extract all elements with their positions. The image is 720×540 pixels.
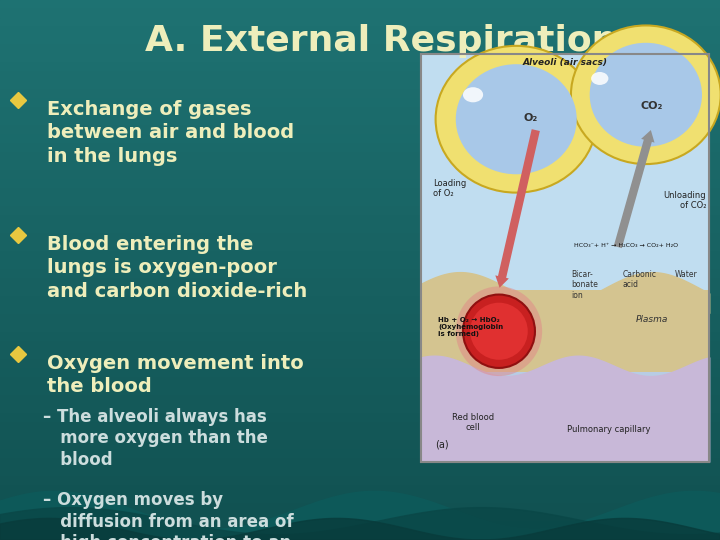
Bar [0,180,720,189]
Bar [0,477,720,486]
Bar [0,405,720,414]
Bar [0,45,720,54]
Bar [0,495,720,504]
Bar [0,198,720,207]
Bar [0,162,720,171]
Text: A. External Respiration: A. External Respiration [145,24,618,58]
FancyArrowPatch shape [613,130,654,248]
Bar [0,297,720,306]
Bar [0,531,720,540]
Bar [0,0,720,9]
Bar [0,504,720,513]
Bar [0,117,720,126]
Bar [0,441,720,450]
Circle shape [463,87,483,102]
Text: (a): (a) [436,440,449,449]
Bar [0,36,720,45]
Bar [0,234,720,243]
Bar [421,54,709,299]
Bar [0,135,720,144]
Bar [0,207,720,216]
Bar [0,63,720,72]
Text: Red blood
cell: Red blood cell [452,413,494,432]
Bar [0,108,720,117]
Bar [0,189,720,198]
Bar [0,342,720,351]
Bar [0,216,720,225]
Bar [0,324,720,333]
Bar [0,270,720,279]
Bar [0,144,720,153]
Bar [0,171,720,180]
Ellipse shape [456,286,542,376]
Bar [421,372,709,462]
Bar [0,306,720,315]
Bar [0,81,720,90]
Bar [0,279,720,288]
Bar [0,351,720,360]
Bar [0,99,720,108]
Text: Alveoli (air sacs): Alveoli (air sacs) [523,58,608,67]
Text: O₂: O₂ [523,113,538,123]
Bar [0,423,720,432]
Bar [0,18,720,27]
Bar [0,252,720,261]
Text: HCO₃⁻+ H⁺ → H₂CO₃ → CO₂+ H₂O: HCO₃⁻+ H⁺ → H₂CO₃ → CO₂+ H₂O [574,243,678,248]
Text: CO₂: CO₂ [640,101,663,111]
Bar [0,9,720,18]
Bar [0,261,720,270]
Bar [421,54,709,462]
Text: Plasma: Plasma [636,314,667,323]
Bar [0,27,720,36]
Bar [0,90,720,99]
Text: – The alveoli always has
   more oxygen than the
   blood: – The alveoli always has more oxygen tha… [43,408,268,469]
Ellipse shape [456,64,577,174]
Bar [0,522,720,531]
Text: Hb + O₂ → HbO₂
(Oxyhemoglobin
is formed): Hb + O₂ → HbO₂ (Oxyhemoglobin is formed) [438,317,503,337]
Text: – Oxygen moves by
   diffusion from an area of
   high concentration to an
   ar: – Oxygen moves by diffusion from an area… [43,491,301,540]
Text: Exchange of gases
between air and blood
in the lungs: Exchange of gases between air and blood … [47,100,294,166]
Text: Bicar-
bonate
ion: Bicar- bonate ion [571,270,598,300]
Bar [421,291,709,462]
Bar [0,450,720,459]
Bar [0,396,720,405]
Bar [421,54,709,462]
Bar [0,54,720,63]
Ellipse shape [436,46,597,193]
Bar [0,288,720,297]
FancyArrowPatch shape [495,129,540,288]
Text: Pulmonary capillary: Pulmonary capillary [567,425,650,434]
Bar [0,387,720,396]
Bar [0,378,720,387]
Bar [0,153,720,162]
Text: Oxygen movement into
the blood: Oxygen movement into the blood [47,354,304,396]
Bar [0,315,720,324]
Bar [0,459,720,468]
Bar [0,225,720,234]
Ellipse shape [463,294,535,368]
Bar [0,72,720,81]
Bar [0,333,720,342]
Ellipse shape [590,43,702,147]
Text: Carbonic
acid: Carbonic acid [623,270,657,289]
Bar [0,243,720,252]
Text: Unloading
of CO₂: Unloading of CO₂ [664,191,706,211]
Bar [0,126,720,135]
Ellipse shape [571,25,720,164]
Bar [0,432,720,441]
Text: Loading
of O₂: Loading of O₂ [433,179,466,198]
Bar [0,360,720,369]
Bar [0,486,720,495]
Bar [0,369,720,378]
Ellipse shape [470,303,528,360]
Text: Blood entering the
lungs is oxygen-poor
and carbon dioxide-rich: Blood entering the lungs is oxygen-poor … [47,235,307,301]
Bar [0,414,720,423]
Bar [0,468,720,477]
Text: Water: Water [675,270,698,279]
Bar [0,513,720,522]
Circle shape [591,72,608,85]
